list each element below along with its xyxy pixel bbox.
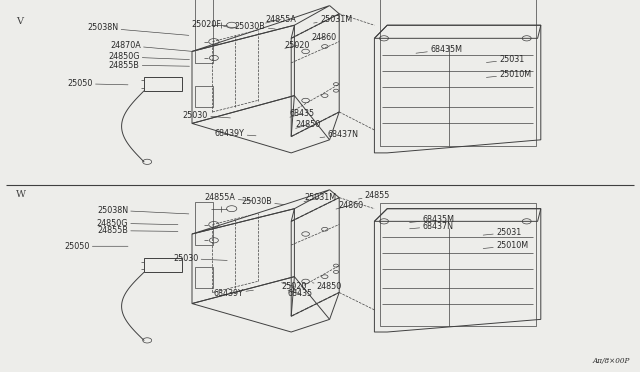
- Bar: [144, 77, 182, 91]
- Text: 25030: 25030: [173, 254, 227, 263]
- Text: 24860: 24860: [312, 33, 337, 42]
- Text: 25020: 25020: [285, 41, 310, 50]
- Bar: [195, 86, 212, 107]
- Text: 24855: 24855: [358, 191, 390, 200]
- Text: 25030: 25030: [183, 111, 230, 120]
- Text: 68435M: 68435M: [410, 215, 454, 224]
- Text: 25031M: 25031M: [314, 15, 352, 24]
- Text: 68437N: 68437N: [320, 130, 358, 139]
- Text: 24855B: 24855B: [109, 61, 189, 70]
- Text: 68435: 68435: [290, 109, 315, 118]
- Text: 25030B: 25030B: [241, 197, 285, 206]
- Text: 25050: 25050: [67, 79, 128, 88]
- Text: 68437N: 68437N: [410, 222, 453, 231]
- Bar: [195, 267, 212, 288]
- Text: 25038N: 25038N: [97, 206, 189, 215]
- Text: 25050: 25050: [64, 242, 128, 251]
- Text: 24850G: 24850G: [97, 219, 178, 228]
- Bar: [195, 0, 212, 63]
- Text: 68435M: 68435M: [416, 45, 462, 54]
- Text: 25020: 25020: [282, 282, 307, 291]
- Text: 24855A: 24855A: [205, 193, 253, 202]
- Text: 68439Y: 68439Y: [213, 289, 253, 298]
- Text: 25031: 25031: [483, 228, 521, 237]
- Bar: [195, 202, 212, 245]
- Text: 24850G: 24850G: [108, 52, 189, 61]
- Text: V: V: [16, 17, 23, 26]
- Text: 24850: 24850: [296, 120, 321, 129]
- Bar: [144, 258, 182, 272]
- Text: 25031: 25031: [486, 55, 524, 64]
- Text: Aπ/8×00P: Aπ/8×00P: [593, 357, 630, 365]
- Text: W: W: [16, 190, 26, 199]
- Text: 68439Y: 68439Y: [214, 129, 256, 138]
- Text: 68435: 68435: [288, 289, 313, 298]
- Text: 25030B: 25030B: [235, 22, 275, 31]
- Text: 24870A: 24870A: [110, 41, 192, 51]
- Bar: [380, 203, 536, 326]
- Text: 24860: 24860: [336, 201, 363, 210]
- Text: 25010M: 25010M: [486, 70, 531, 79]
- Text: 24855A: 24855A: [266, 15, 296, 24]
- Bar: [380, 0, 536, 146]
- Text: 25038N: 25038N: [87, 23, 189, 35]
- Text: 24855B: 24855B: [97, 226, 178, 235]
- Text: 24850: 24850: [312, 282, 342, 291]
- Text: 25020F: 25020F: [191, 20, 236, 29]
- Text: 25010M: 25010M: [483, 241, 528, 250]
- Text: 25031M: 25031M: [304, 193, 336, 202]
